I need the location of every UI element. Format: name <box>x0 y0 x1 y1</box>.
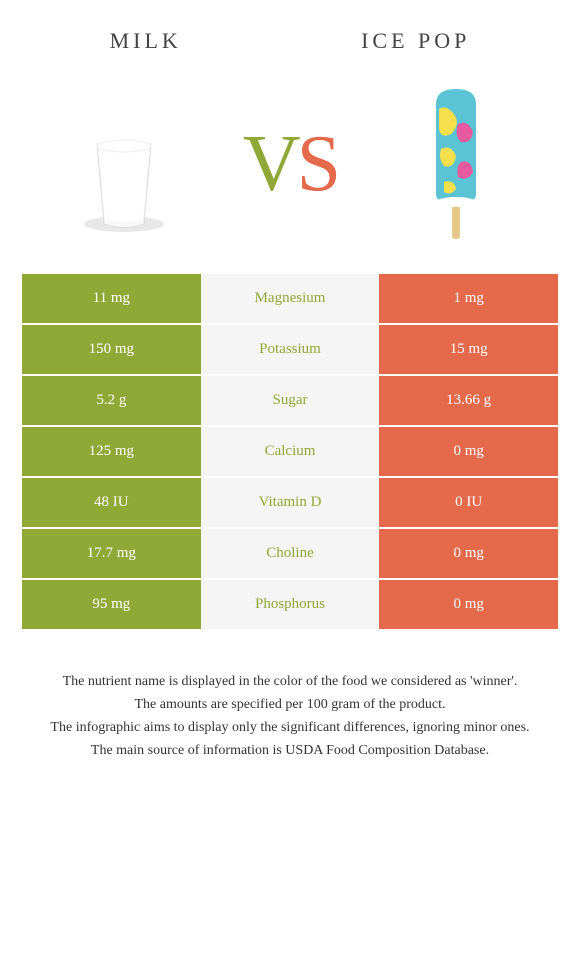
footer-line: The infographic aims to display only the… <box>30 717 550 738</box>
footer-notes: The nutrient name is displayed in the co… <box>0 631 580 783</box>
right-value: 0 mg <box>379 580 558 629</box>
footer-line: The main source of information is USDA F… <box>30 740 550 761</box>
table-row: 95 mg Phosphorus 0 mg <box>22 580 558 631</box>
left-value: 150 mg <box>22 325 201 374</box>
table-row: 17.7 mg Choline 0 mg <box>22 529 558 580</box>
table-row: 11 mg Magnesium 1 mg <box>22 274 558 325</box>
right-value: 0 IU <box>379 478 558 527</box>
icepop-image <box>386 84 526 244</box>
nutrient-label: Sugar <box>201 376 380 425</box>
right-value: 1 mg <box>379 274 558 323</box>
left-value: 5.2 g <box>22 376 201 425</box>
milk-image <box>54 84 194 244</box>
left-title: MILK <box>110 28 182 54</box>
right-value: 13.66 g <box>379 376 558 425</box>
header: MILK ICE POP <box>0 0 580 64</box>
left-value: 11 mg <box>22 274 201 323</box>
vs-v: V <box>243 120 297 208</box>
images-row: VS <box>0 64 580 274</box>
left-value: 125 mg <box>22 427 201 476</box>
right-value: 0 mg <box>379 427 558 476</box>
nutrient-label: Choline <box>201 529 380 578</box>
left-value: 17.7 mg <box>22 529 201 578</box>
vs-s: S <box>297 120 338 208</box>
right-title: ICE POP <box>361 28 470 54</box>
table-row: 150 mg Potassium 15 mg <box>22 325 558 376</box>
table-row: 48 IU Vitamin D 0 IU <box>22 478 558 529</box>
right-value: 0 mg <box>379 529 558 578</box>
table-row: 125 mg Calcium 0 mg <box>22 427 558 478</box>
right-value: 15 mg <box>379 325 558 374</box>
table-row: 5.2 g Sugar 13.66 g <box>22 376 558 427</box>
nutrient-label: Calcium <box>201 427 380 476</box>
footer-line: The nutrient name is displayed in the co… <box>30 671 550 692</box>
footer-line: The amounts are specified per 100 gram o… <box>30 694 550 715</box>
vs-label: VS <box>243 119 337 210</box>
nutrient-label: Phosphorus <box>201 580 380 629</box>
nutrient-label: Vitamin D <box>201 478 380 527</box>
left-value: 48 IU <box>22 478 201 527</box>
left-value: 95 mg <box>22 580 201 629</box>
nutrient-label: Potassium <box>201 325 380 374</box>
nutrient-label: Magnesium <box>201 274 380 323</box>
nutrient-table: 11 mg Magnesium 1 mg 150 mg Potassium 15… <box>22 274 558 631</box>
